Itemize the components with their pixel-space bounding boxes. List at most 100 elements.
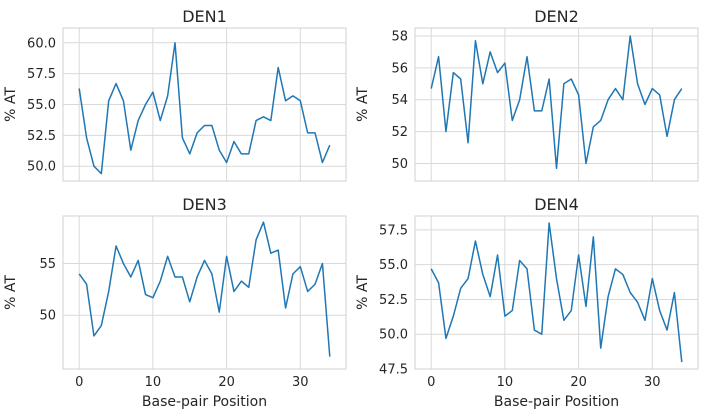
data-point — [100, 324, 102, 326]
y-tick-label: 52.5 — [379, 293, 408, 308]
data-point — [159, 280, 161, 282]
data-point — [306, 132, 308, 134]
data-point — [122, 100, 124, 102]
data-point — [137, 119, 139, 121]
data-point — [511, 309, 513, 311]
y-tick-label: 57.5 — [27, 67, 56, 82]
data-point — [526, 55, 528, 57]
data-point — [292, 95, 294, 97]
data-point — [93, 165, 95, 167]
y-tick-label: 50 — [39, 309, 56, 324]
data-point — [673, 99, 675, 101]
data-point — [585, 305, 587, 307]
y-axis-label: % AT — [355, 275, 371, 310]
plot-frame — [414, 27, 699, 182]
data-point — [306, 290, 308, 292]
data-point — [511, 119, 513, 121]
data-point — [93, 335, 95, 337]
data-point — [166, 255, 168, 257]
data-point — [681, 87, 683, 89]
data-point — [592, 126, 594, 128]
data-point — [174, 276, 176, 278]
data-point — [629, 291, 631, 293]
plot-frame — [62, 215, 347, 370]
data-point — [482, 273, 484, 275]
data-point — [541, 110, 543, 112]
x-axis-label: Base-pair Position — [494, 394, 619, 410]
data-point — [489, 51, 491, 53]
x-axis-label: Base-pair Position — [142, 394, 267, 410]
data-point — [240, 280, 242, 282]
data-point — [577, 94, 579, 96]
data-point — [496, 254, 498, 256]
data-point — [526, 268, 528, 270]
data-point — [459, 78, 461, 80]
data-point — [658, 94, 660, 96]
data-point — [270, 252, 272, 254]
data-point — [262, 221, 264, 223]
data-point — [225, 161, 227, 163]
data-point — [518, 99, 520, 101]
plot-frame — [414, 215, 699, 370]
y-tick-label: 56 — [391, 61, 408, 76]
data-point — [489, 295, 491, 297]
data-point — [314, 283, 316, 285]
data-point — [321, 262, 323, 264]
data-point — [189, 153, 191, 155]
data-point — [137, 259, 139, 261]
data-point — [673, 291, 675, 293]
x-tick-label: 20 — [218, 375, 235, 390]
subplot-den4: 47.5 50.0 52.5 55.0 57.5 0 10 20 30 DEN4 % AT Base-… — [355, 195, 699, 410]
data-point — [452, 71, 454, 73]
data-point — [284, 100, 286, 102]
subplot-den2: 50 52 54 56 58 DEN2 % AT — [355, 7, 699, 182]
data-point — [474, 40, 476, 42]
data-point — [563, 319, 565, 321]
series-line — [78, 221, 331, 357]
x-tick-label: 10 — [145, 375, 162, 390]
subplot-title: DEN1 — [182, 7, 227, 26]
data-point — [504, 315, 506, 317]
data-point — [203, 259, 205, 261]
y-tick-label: 54 — [391, 93, 408, 108]
data-point — [218, 311, 220, 313]
data-point — [211, 273, 213, 275]
data-point — [658, 309, 660, 311]
data-point — [159, 119, 161, 121]
data-point — [152, 91, 154, 93]
data-point — [600, 347, 602, 349]
data-point — [600, 119, 602, 121]
data-point — [248, 286, 250, 288]
x-tick-label: 0 — [427, 375, 435, 390]
data-point — [130, 276, 132, 278]
y-axis-label: % AT — [3, 275, 19, 310]
data-point — [651, 277, 653, 279]
data-point — [107, 290, 109, 292]
data-point — [445, 337, 447, 339]
data-point — [166, 95, 168, 97]
data-point — [548, 222, 550, 224]
data-point — [614, 268, 616, 270]
data-point — [496, 71, 498, 73]
data-point — [518, 259, 520, 261]
plot-frame — [62, 27, 347, 182]
data-point — [474, 240, 476, 242]
data-point — [196, 132, 198, 134]
x-tick-label: 30 — [292, 375, 309, 390]
data-point — [115, 245, 117, 247]
data-point — [321, 161, 323, 163]
series-line — [430, 222, 683, 363]
data-point — [292, 273, 294, 275]
subplot-den1: 50.0 52.5 55.0 57.5 60.0 DEN1 % AT — [3, 7, 347, 182]
data-point — [277, 66, 279, 68]
x-tick-label: 10 — [497, 375, 514, 390]
data-point — [122, 262, 124, 264]
y-tick-label: 50.0 — [379, 328, 408, 343]
data-point — [563, 83, 565, 85]
data-point — [555, 167, 557, 169]
data-point — [78, 87, 80, 89]
y-tick-label: 58 — [391, 29, 408, 44]
data-point — [174, 42, 176, 44]
data-point — [651, 87, 653, 89]
